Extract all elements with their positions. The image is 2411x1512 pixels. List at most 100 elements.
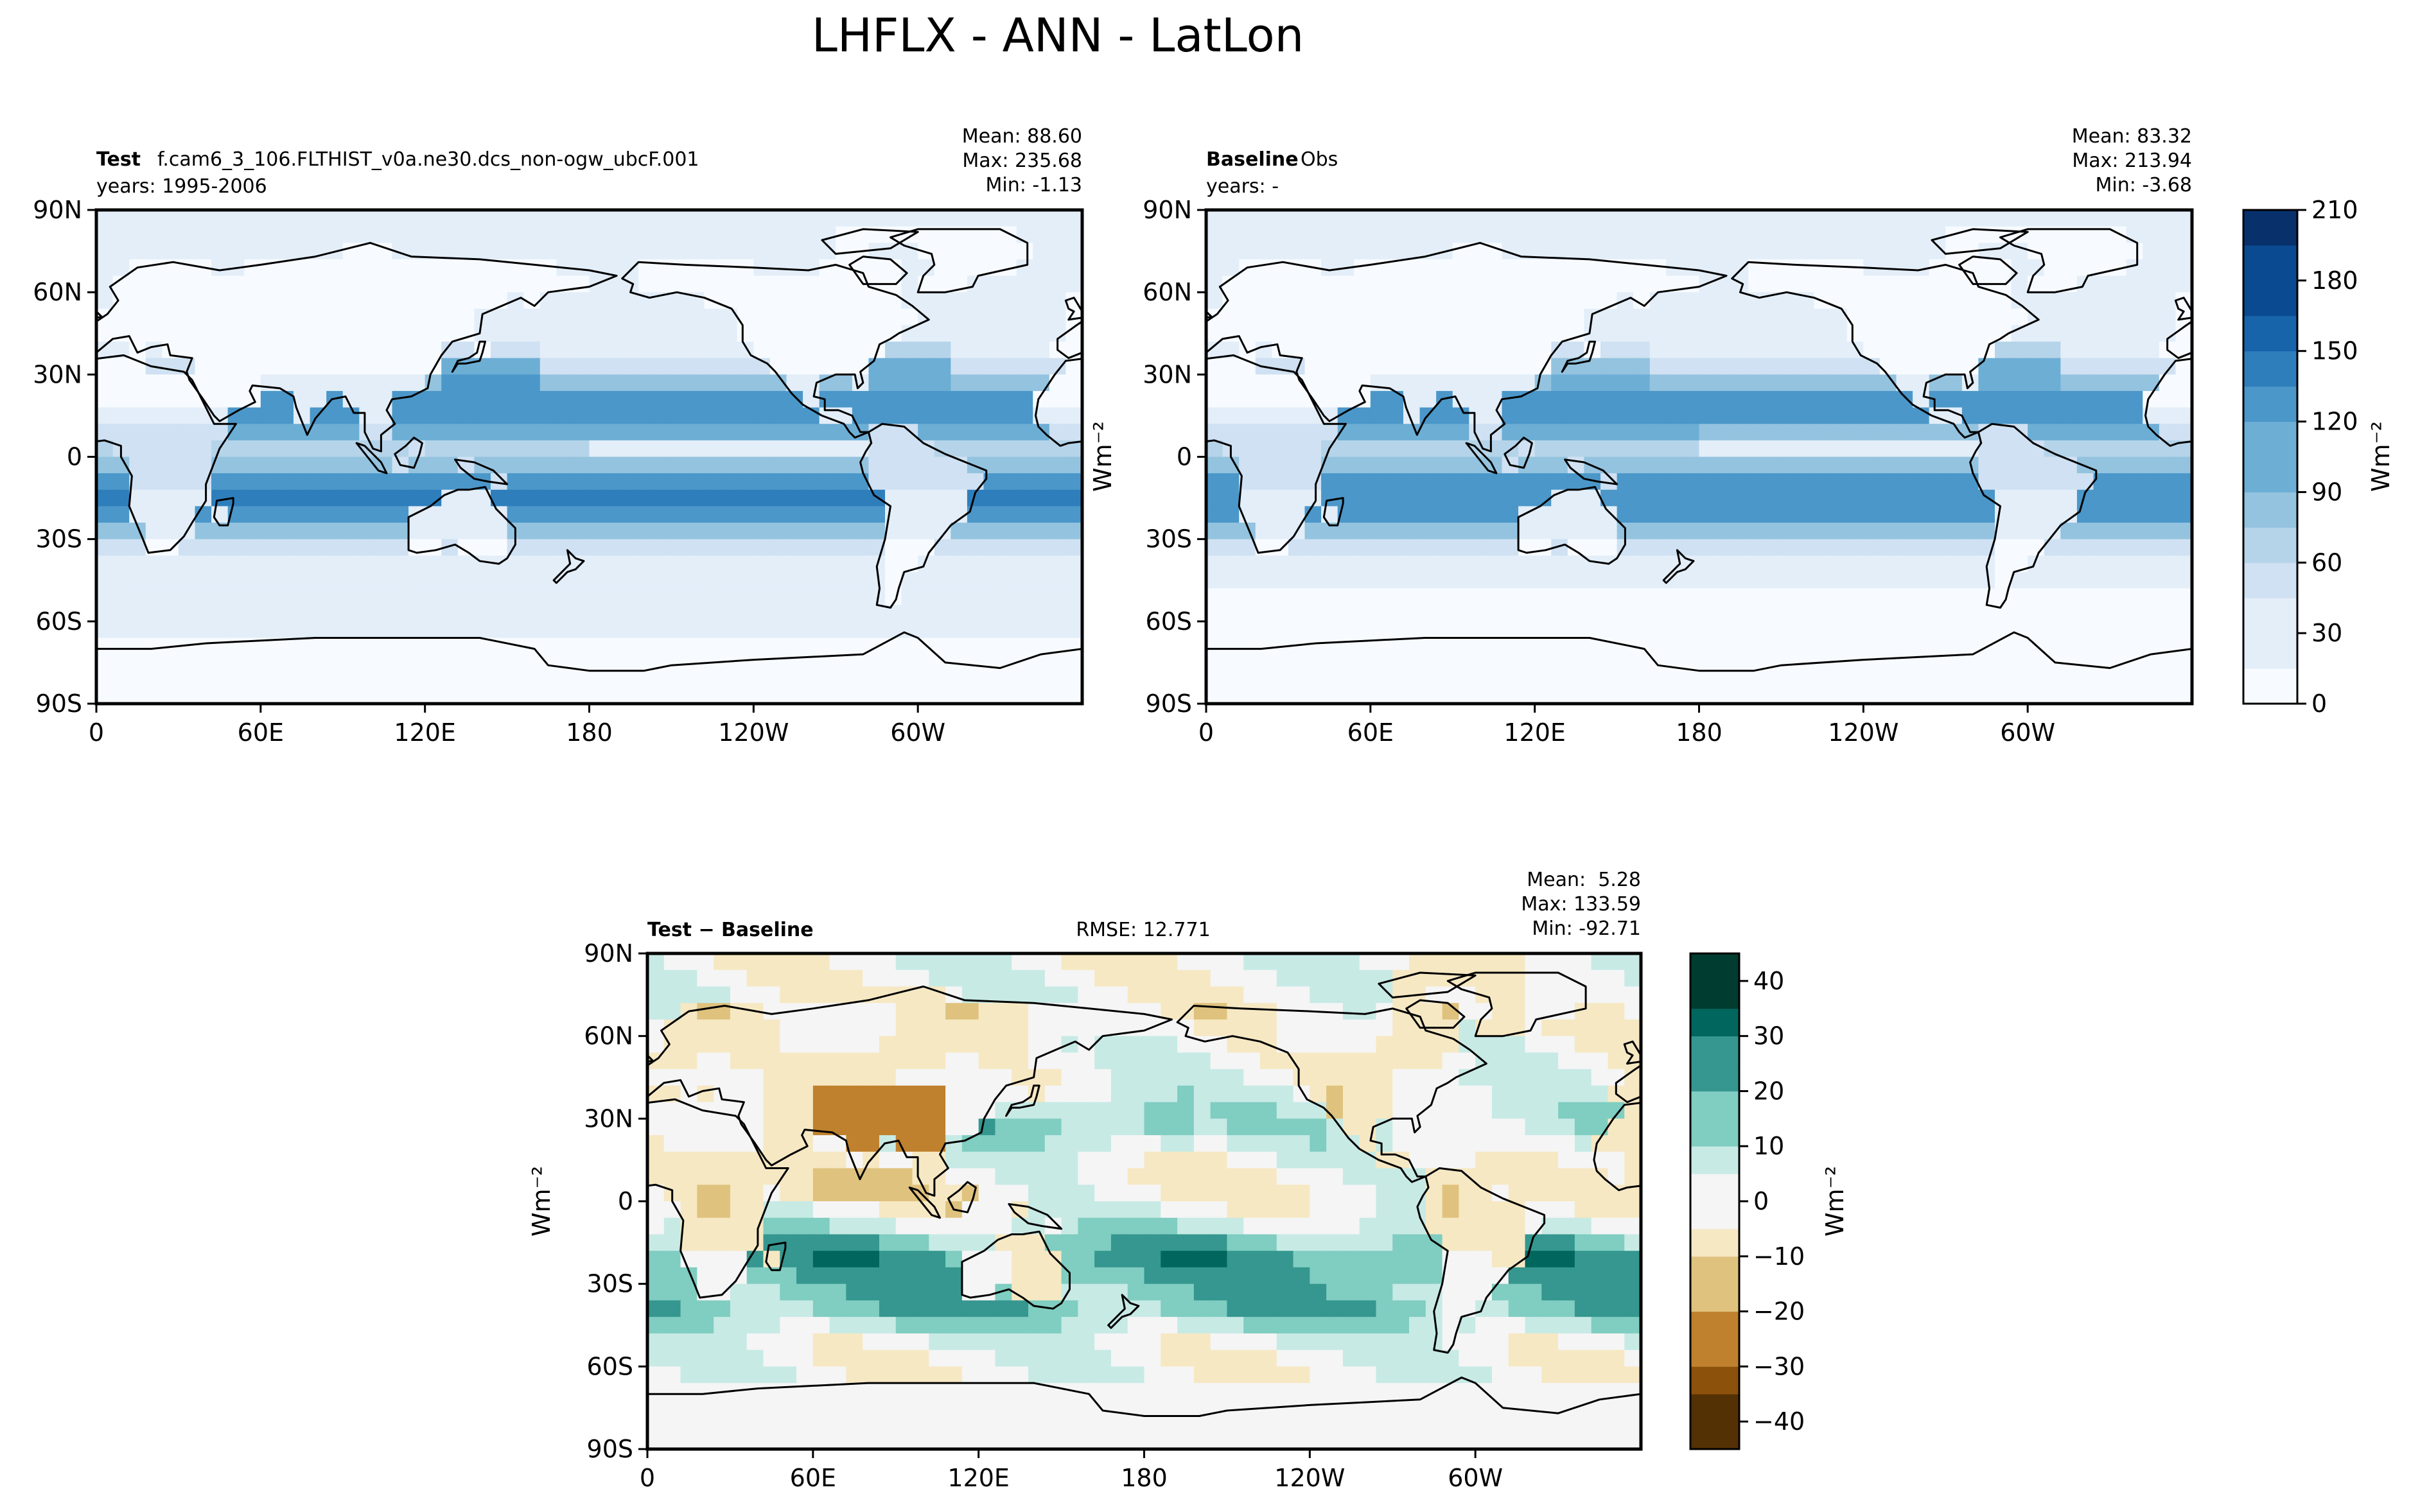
field-cell (879, 1052, 897, 1070)
field-cell (895, 1069, 913, 1086)
field-cell (1387, 687, 1404, 704)
field-cell (491, 243, 508, 260)
field-cell (1649, 588, 1667, 605)
field-cell (1699, 506, 1716, 523)
field-cell (901, 539, 918, 556)
field-cell (1830, 571, 1848, 589)
field-cell (145, 621, 162, 639)
field-cell (326, 571, 344, 589)
field-cell (2126, 243, 2143, 260)
field-cell (929, 1052, 946, 1070)
field-cell (162, 489, 179, 507)
field-cell (654, 638, 672, 655)
field-cell (539, 523, 557, 540)
field-cell (1033, 523, 1050, 540)
field-cell (983, 555, 1001, 573)
field-cell (178, 440, 196, 458)
field-cell (1206, 407, 1223, 424)
field-cell (1502, 687, 1519, 704)
field-cell (1370, 308, 1388, 326)
field-cell (1222, 456, 1240, 474)
field-cell (1682, 571, 1700, 589)
field-cell (211, 687, 229, 704)
field-cell (1649, 308, 1667, 326)
field-cell (539, 687, 557, 704)
field-cell (901, 621, 918, 639)
field-cell (359, 325, 376, 342)
field-cell (129, 440, 146, 458)
field-cell (895, 1135, 913, 1152)
test-label-bold: Test (96, 148, 141, 171)
field-cell (1272, 210, 1289, 227)
field-cell (1682, 275, 1700, 293)
field-cell (1392, 986, 1410, 1004)
field-cell (2060, 523, 2078, 540)
field-cell (294, 210, 311, 227)
field-cell (326, 523, 344, 540)
field-cell (1666, 226, 1683, 243)
field-cell (1206, 687, 1223, 704)
field-cell (836, 275, 853, 293)
field-cell (1239, 456, 1256, 474)
field-cell (1177, 1151, 1195, 1169)
field-cell (1961, 555, 1979, 573)
field-cell (1715, 588, 1733, 605)
field-cell (589, 390, 606, 408)
field-cell (1177, 969, 1195, 987)
field-cell (2159, 407, 2177, 424)
field-cell (2044, 342, 2061, 359)
field-cell (1879, 605, 1897, 622)
field-cell (1288, 588, 1306, 605)
field-cell (704, 226, 721, 243)
field-cell (2159, 523, 2177, 540)
field-cell (326, 456, 344, 474)
field-cell (622, 358, 639, 375)
field-cell (425, 555, 442, 573)
field-cell (589, 473, 606, 491)
field-cell (523, 390, 541, 408)
field-cell (1452, 226, 1469, 243)
field-cell (1425, 1251, 1443, 1268)
field-cell (721, 571, 738, 589)
field-cell (1259, 1201, 1277, 1219)
field-cell (1227, 1085, 1244, 1103)
field-cell (1764, 226, 1782, 243)
field-cell (507, 456, 524, 474)
field-cell (129, 588, 146, 605)
field-cell (895, 1251, 913, 1268)
field-cell (1469, 555, 1486, 573)
field-cell (1913, 588, 1930, 605)
field-cell (1293, 1052, 1310, 1070)
field-cell (1600, 210, 1618, 227)
field-cell (753, 342, 771, 359)
field-cell (96, 456, 114, 474)
field-cell (1896, 539, 1913, 556)
field-cell (1193, 1234, 1211, 1251)
field-cell (457, 621, 475, 639)
field-cell (1978, 670, 1995, 688)
field-cell (145, 374, 162, 392)
field-cell (145, 390, 162, 408)
field-cell (1896, 259, 1913, 277)
field-cell (556, 210, 574, 227)
field-cell (1682, 210, 1700, 227)
field-cell (342, 374, 360, 392)
field-cell (129, 571, 146, 589)
x-tick-label: 120E (394, 718, 456, 747)
field-cell (1961, 308, 1979, 326)
field-cell (868, 308, 886, 326)
field-cell (2028, 342, 2045, 359)
field-cell (901, 571, 918, 589)
field-cell (441, 226, 459, 243)
field-cell (1110, 1217, 1128, 1235)
field-cell (852, 342, 870, 359)
field-cell (474, 374, 491, 392)
field-cell (326, 588, 344, 605)
field-cell (112, 390, 130, 408)
field-cell (879, 1201, 897, 1219)
field-cell (786, 539, 803, 556)
field-cell (786, 571, 803, 589)
field-cell (654, 687, 672, 704)
map-baseline (1206, 210, 2192, 704)
field-cell (425, 440, 442, 458)
